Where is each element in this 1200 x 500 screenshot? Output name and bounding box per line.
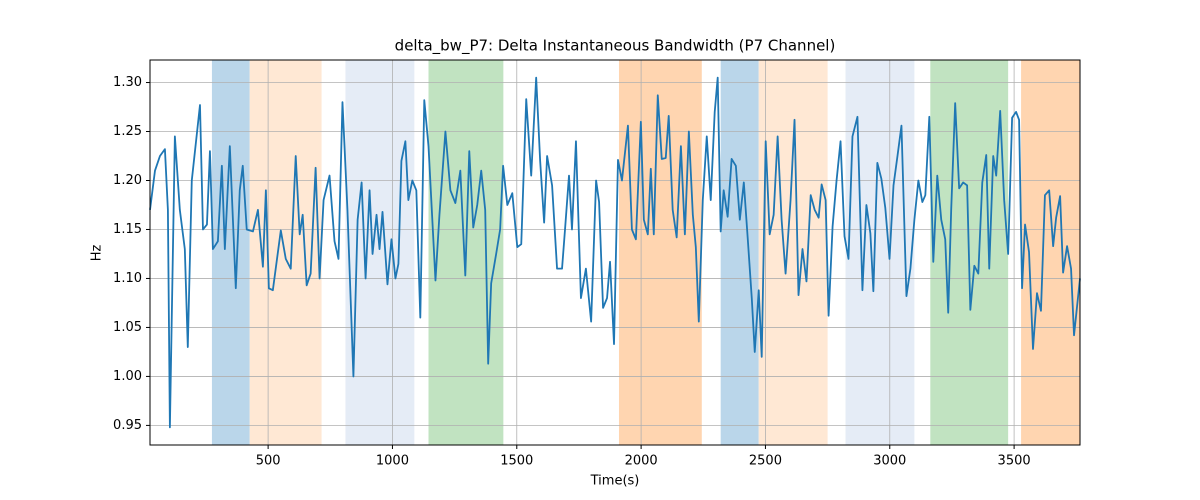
highlight-span — [211, 60, 250, 445]
highlight-span — [720, 60, 759, 445]
x-tick-label: 1500 — [500, 454, 533, 469]
highlight-span — [345, 60, 415, 445]
y-tick-label: 1.15 — [113, 222, 142, 237]
y-tick-label: 1.20 — [113, 173, 142, 188]
highlight-span — [845, 60, 915, 445]
y-tick-label: 1.05 — [113, 320, 142, 335]
data-line — [149, 76, 1081, 429]
y-tick-label: 0.95 — [113, 418, 142, 433]
x-tick-label: 1000 — [376, 454, 409, 469]
y-tick-label: 1.25 — [113, 124, 142, 139]
highlight-span — [758, 60, 828, 445]
x-axis-label: Time(s) — [590, 474, 640, 489]
plot-frame — [149, 59, 1081, 446]
y-axis-label: Hz — [90, 245, 105, 262]
y-tick-label: 1.30 — [113, 75, 142, 90]
x-tick-label: 2500 — [749, 454, 782, 469]
x-tick-label: 3500 — [998, 454, 1031, 469]
y-tick-label: 1.00 — [113, 369, 142, 384]
x-tick-label: 2000 — [625, 454, 658, 469]
x-tick-label: 500 — [256, 454, 281, 469]
chart-title: delta_bw_P7: Delta Instantaneous Bandwid… — [395, 37, 836, 56]
highlight-span — [618, 60, 702, 445]
x-tick-label: 3000 — [873, 454, 906, 469]
highlight-span — [1021, 60, 1080, 445]
y-tick-label: 1.10 — [113, 271, 142, 286]
